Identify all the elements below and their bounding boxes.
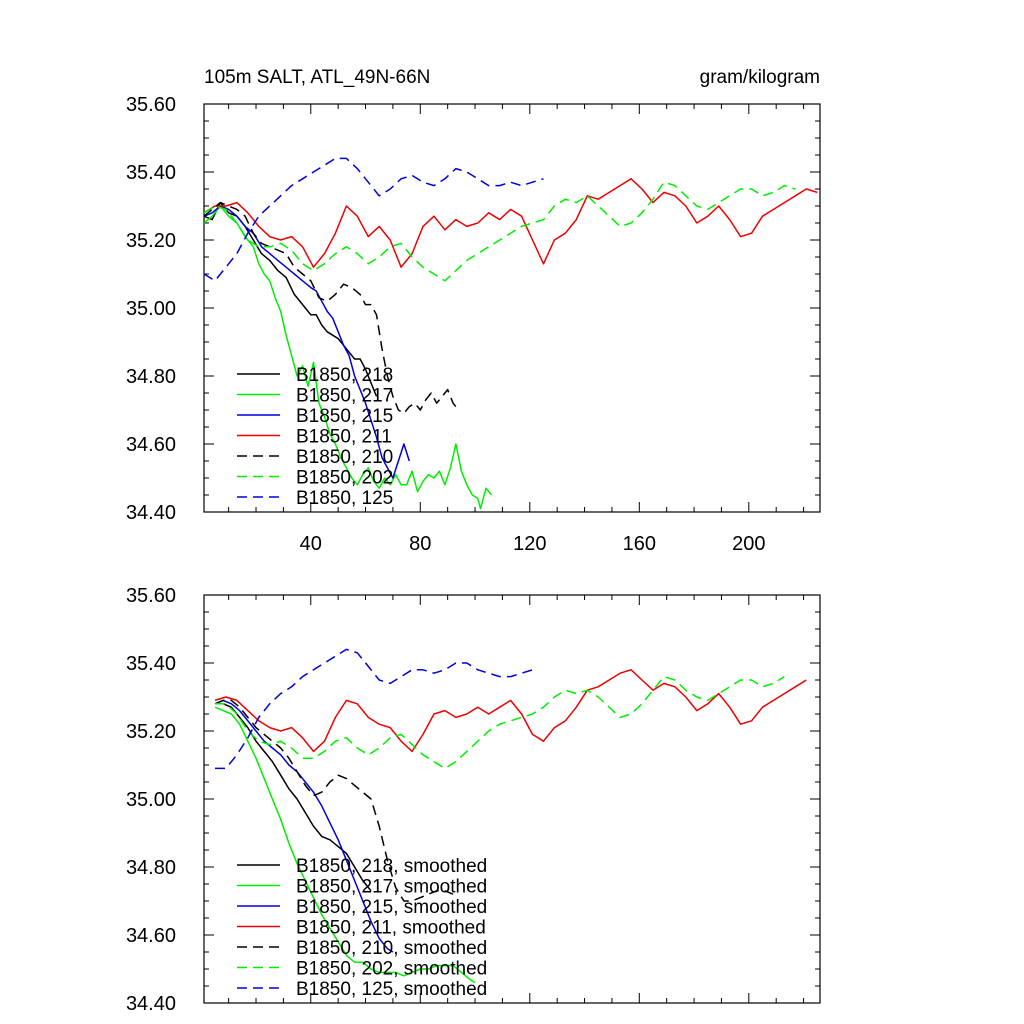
- y-tick-label: 35.60: [126, 585, 176, 607]
- legend-label: B1850, 202, smoothed: [296, 959, 487, 980]
- x-tick-label: 160: [623, 533, 656, 555]
- series-line-2: [204, 205, 411, 479]
- legend-label: B1850, 218: [296, 365, 393, 386]
- legend-label: B1850, 125: [296, 488, 393, 509]
- top-panel: 40 80 120 160 200 34.40 34.60 34.80 35.00 35.20 35…: [126, 94, 821, 555]
- y-tick-label: 35.00: [126, 298, 176, 320]
- x-tick-label: 40: [300, 533, 322, 555]
- y-tick-label: 34.40: [126, 993, 176, 1015]
- legend-label: B1850, 217, smoothed: [296, 877, 487, 898]
- x-tick-label: 120: [513, 533, 546, 555]
- series-line-4: [204, 201, 460, 415]
- x-tick-label: 200: [732, 533, 765, 555]
- legend-label: B1850, 210, smoothed: [296, 938, 487, 959]
- legend-label: B1850, 215: [296, 406, 393, 427]
- bottom-panel: 34.40 34.60 34.80 35.00 35.20 35.40 35.60 B1850…: [126, 585, 821, 1015]
- series-line-6: [215, 648, 533, 770]
- y-tick-label: 35.00: [126, 789, 176, 811]
- y-tick-label: 35.60: [126, 94, 176, 116]
- y-tick-label: 35.20: [126, 230, 176, 252]
- y-tick-label: 34.60: [126, 925, 176, 947]
- series-line-4: [214, 699, 454, 902]
- legend-label: B1850, 215, smoothed: [296, 897, 487, 918]
- series-line-2: [214, 699, 394, 953]
- x-tick-label: 80: [409, 533, 431, 555]
- y-tick-label: 34.80: [126, 366, 176, 388]
- series-line-1: [204, 205, 493, 510]
- series-line-3: [214, 669, 807, 753]
- series-line-1: [214, 706, 476, 984]
- y-tick-label: 35.40: [126, 162, 176, 184]
- series-line-3: [204, 178, 818, 268]
- y-tick-label: 34.60: [126, 434, 176, 456]
- legend-label: B1850, 125, smoothed: [296, 979, 487, 1000]
- y-tick-label: 35.40: [126, 653, 176, 675]
- y-tick-label: 35.20: [126, 721, 176, 743]
- series-line-5: [215, 675, 785, 770]
- legend-label: B1850, 211: [296, 427, 392, 448]
- legend-label: B1850, 202: [296, 468, 393, 489]
- chart-units: gram/kilogram: [700, 67, 820, 88]
- series-line-5: [204, 181, 796, 282]
- legend-label: B1850, 211, smoothed: [296, 918, 486, 939]
- y-tick-label: 34.80: [126, 857, 176, 879]
- legend-label: B1850, 217: [296, 386, 393, 407]
- legend-label: B1850, 218, smoothed: [296, 856, 487, 877]
- legend-label: B1850, 210: [296, 447, 393, 468]
- y-tick-label: 34.40: [126, 502, 176, 524]
- series-line-6: [204, 157, 544, 282]
- chart-title: 105m SALT, ATL_49N-66N: [204, 67, 430, 88]
